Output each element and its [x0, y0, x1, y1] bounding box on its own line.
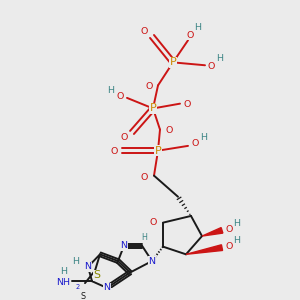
Text: N: N — [121, 241, 128, 250]
Text: N: N — [148, 256, 155, 266]
Text: O: O — [110, 147, 118, 156]
Text: O: O — [140, 27, 148, 36]
Text: O: O — [208, 62, 215, 71]
Text: O: O — [140, 173, 148, 182]
Text: H: H — [216, 54, 223, 63]
Text: O: O — [165, 126, 173, 135]
Text: O: O — [225, 225, 232, 234]
Text: O: O — [145, 82, 153, 91]
Text: H: H — [73, 256, 80, 266]
Text: H: H — [233, 236, 240, 245]
Text: S: S — [94, 270, 100, 280]
Text: S: S — [80, 292, 86, 300]
Text: N: N — [103, 284, 110, 292]
Text: O: O — [225, 242, 232, 251]
Text: H: H — [194, 23, 202, 32]
Text: H: H — [233, 219, 240, 228]
Polygon shape — [202, 228, 223, 236]
Text: O: O — [120, 133, 128, 142]
Text: O: O — [183, 100, 191, 109]
Text: P: P — [154, 146, 161, 156]
Text: 2: 2 — [76, 284, 80, 290]
Text: P: P — [169, 57, 176, 68]
Polygon shape — [186, 245, 223, 254]
Text: H: H — [61, 267, 68, 276]
Text: NH: NH — [56, 278, 70, 287]
Text: N: N — [85, 262, 92, 271]
Text: H: H — [200, 133, 207, 142]
Text: O: O — [149, 218, 157, 227]
Text: O: O — [117, 92, 124, 101]
Text: P: P — [150, 103, 156, 113]
Text: H: H — [141, 232, 147, 242]
Text: O: O — [186, 31, 194, 40]
Text: H: H — [107, 86, 114, 95]
Text: O: O — [191, 140, 198, 148]
